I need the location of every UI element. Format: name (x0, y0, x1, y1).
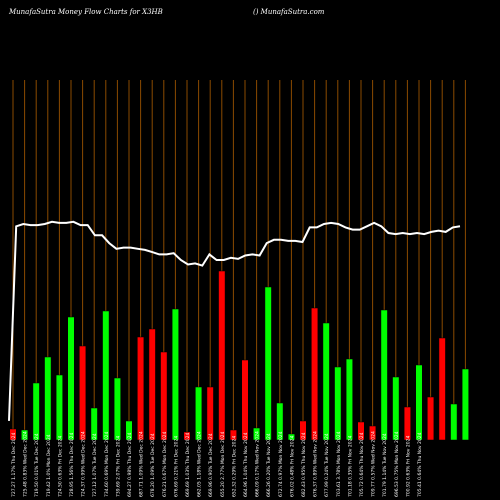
money-flow-bar (415, 364, 423, 441)
money-flow-bar (253, 427, 261, 441)
money-flow-bar (160, 351, 168, 441)
money-flow-bar (218, 270, 226, 441)
money-flow-bar (334, 366, 342, 441)
money-flow-bar (148, 328, 156, 441)
money-flow-bar (125, 420, 133, 441)
money-flow-bar (79, 345, 87, 441)
x-tick-label: 701.18 0.35% Fri Nov 2024 (347, 436, 353, 497)
money-flow-bar (403, 406, 411, 441)
x-tick-label: 676.37 0.89% Wed Nov 2024 (313, 431, 319, 497)
money-flow-bar (171, 308, 179, 441)
money-flow-bar (206, 386, 214, 441)
money-flow-bar (287, 433, 295, 441)
x-tick-label: 727.27 1.17% Thu Dec 2024 (11, 432, 17, 497)
x-tick-label: 652.32 0.29% Fri Dec 2024 (231, 436, 237, 497)
price-line (8, 220, 461, 421)
x-tick-label: 696.53 0.75% Mon Nov 2024 (394, 431, 400, 497)
x-tick-label: 694.27 0.98% Thu Dec 2024 (127, 432, 133, 497)
money-flow-bar (229, 429, 237, 441)
x-tick-label: 725.48 0.83% Wed Dec 2024 (23, 431, 29, 497)
x-tick-label: 719.42 1.0% Mon Dec 2024 (46, 434, 52, 497)
money-flow-bar (392, 376, 400, 441)
chart-title: MunafaSutra Money Flow Charts for X3HB (9, 8, 163, 16)
money-flow-bars (9, 270, 469, 441)
money-flow-bar (9, 428, 17, 441)
x-tick-label: 727.12 1.07% Tue Dec 2024 (92, 433, 98, 497)
x-tick-label: 672.74 0.97% Mon Nov 2024 (278, 431, 284, 497)
x-tick-label: 719.50 0.01% Tue Dec 2024 (34, 433, 40, 497)
x-tick-label: 739.69 2.07% Fri Dec 2024 (115, 436, 121, 497)
x-tick-label: 677.99 0.24% Tue Nov 2024 (324, 433, 330, 497)
x-tick-label: 676.21 0.67% Mon Dec 2024 (162, 431, 168, 497)
x-tick-label: 701.79 1.14% Tue Nov 2024 (382, 433, 388, 497)
x-tick-label: 703.61 3.78% Mon Nov 2024 (336, 431, 342, 497)
x-tick-label: 724.50 0.63% Fri Dec 2024 (57, 436, 63, 497)
x-tick-label: 655.20 2.77% Mon Dec 2024 (220, 431, 226, 497)
x-tick-label: 669.69 1.03% Thu Dec 2024 (185, 432, 191, 497)
x-tick-label: 728.95 1.56% Thu Dec 2024 (69, 432, 75, 497)
money-flow-bar (113, 377, 121, 441)
money-flow-bar (183, 431, 191, 441)
money-flow-bar (90, 407, 98, 441)
x-tick-label: 724.37 0.99% Wed Dec 2024 (81, 431, 87, 497)
x-tick-label: 687.71 1.09% Wed Dec 2024 (139, 431, 145, 497)
money-flow-bar (276, 402, 284, 441)
x-tick-label: 700.92 0.63% Fri Nov 2024 (405, 436, 411, 497)
x-tick-label: 676.02 0.48% Fri Nov 2024 (289, 436, 295, 497)
x-tick-label: 662.05 1.18% Wed Dec 2024 (197, 431, 203, 497)
money-flow-bar (241, 359, 249, 441)
x-tick-label: 676.69 0.21% Fri Dec 2024 (173, 436, 179, 497)
money-flow-bar (438, 337, 446, 441)
money-flow-bar (44, 356, 52, 441)
x-tick-label: 666.26 0.20% Tue Nov 2024 (266, 433, 272, 497)
money-flow-bar (32, 382, 40, 441)
money-flow-bar (299, 420, 307, 441)
x-tick-label: 669.96 0.90% Tue Dec 2024 (208, 433, 214, 497)
money-flow-bar (369, 425, 377, 441)
money-flow-bar (102, 310, 110, 441)
x-tick-label: 705.41 0.64% Thu Nov 2024 (417, 432, 423, 497)
x-tick-label: 705.72 0.64% Thu Nov 2024 (359, 432, 365, 497)
money-flow-bar (357, 421, 365, 441)
money-flow-bar (322, 322, 330, 441)
money-flow-bar (461, 368, 469, 441)
money-flow-bar (67, 316, 75, 441)
money-flow-bar (311, 307, 319, 441)
money-flow-bar (380, 309, 388, 441)
x-tick-label: 682.43 0.95% Thu Nov 2024 (301, 432, 307, 497)
money-flow-bar (345, 358, 353, 441)
x-tick-label: 734.60 0.69% Mon Dec 2024 (104, 431, 110, 497)
money-flow-bar (21, 429, 29, 441)
x-tick-label: 666.09 0.17% Wed Nov 2024 (255, 431, 261, 497)
money-flow-bar (195, 386, 203, 441)
site-credit: () MunafaSutra.com (253, 8, 325, 16)
money-flow-bar (55, 374, 63, 441)
x-tick-label: 678.20 1.09% Tue Dec 2024 (150, 433, 156, 497)
x-tick-label: 664.96 1.04% Thu Nov 2024 (243, 432, 249, 497)
money-flow-bar (427, 396, 435, 441)
money-flow-bar (137, 336, 145, 441)
money-flow-bar (264, 286, 272, 441)
money-flow-bar (450, 403, 458, 441)
x-tick-label: 709.77 0.57% Wed Nov 2024 (371, 431, 377, 497)
x-axis-labels: 727.27 1.17% Thu Dec 2024 725.48 0.83% We… (11, 431, 423, 497)
